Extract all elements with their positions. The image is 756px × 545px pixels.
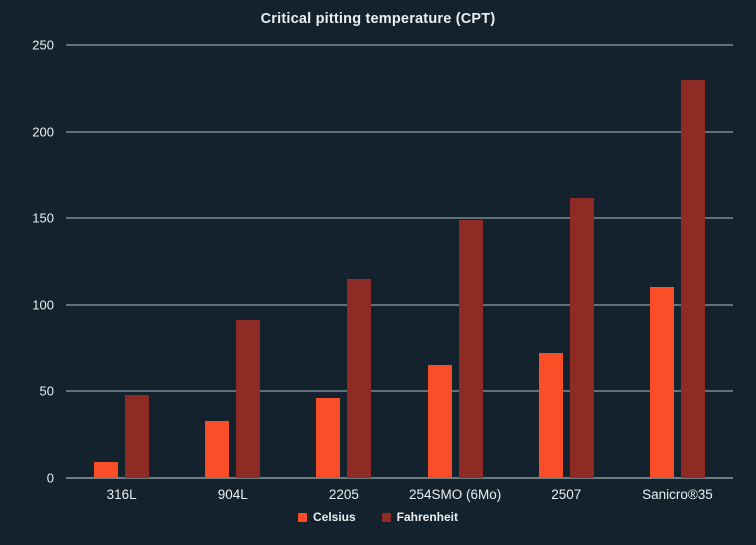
bar-fahrenheit-sanicro-35[interactable] [680,79,705,478]
plot-area [66,44,733,479]
bar-group-sanicro-35 [622,45,733,478]
bar-group-254smo-6mo [400,45,511,478]
legend-swatch-fahrenheit [381,512,391,522]
legend-label-fahrenheit: Fahrenheit [396,510,459,524]
bar-group-2205 [288,45,399,478]
bar-celsius-316l[interactable] [94,462,119,478]
bars-layer [66,45,733,478]
bar-fahrenheit-904l[interactable] [236,319,261,478]
gridline-250 [66,44,733,46]
bar-celsius-sanicro-35[interactable] [649,287,674,478]
bar-fahrenheit-316l[interactable] [125,394,150,478]
gridline-0 [66,477,733,479]
y-axis-labels: 0 50 100 150 200 250 [0,39,54,485]
x-axis-label-316l: 316L [106,487,137,502]
y-tick-label-150: 150 [32,210,54,226]
bar-group-2507 [511,45,622,478]
bar-fahrenheit-254smo-6mo[interactable] [458,219,483,478]
gridline-50 [66,390,733,392]
legend-item-fahrenheit[interactable]: Fahrenheit [381,510,459,524]
x-axis-label-254smo-6mo: 254SMO (6Mo) [408,487,502,502]
legend-label-celsius: Celsius [312,510,356,524]
y-tick-label-0: 0 [46,470,54,486]
x-axis-labels: 316L 904L 2205 254SMO (6Mo) 2507 Sanicro®35 [66,487,733,502]
y-tick-label-200: 200 [32,124,54,140]
bars-row [66,45,733,478]
bar-celsius-2507[interactable] [538,353,563,478]
bar-celsius-2205[interactable] [316,398,341,478]
x-axis-label-2507: 2507 [551,487,582,502]
bar-celsius-254smo-6mo[interactable] [427,365,452,478]
x-axis-label-sanicro-35: Sanicro®35 [642,487,713,502]
bar-group-316l [66,45,177,478]
gridline-100 [66,304,733,306]
x-axis-label-2205: 2205 [328,487,359,502]
bar-fahrenheit-2507[interactable] [569,198,594,478]
legend-swatch-celsius [297,512,307,522]
x-axis-label-904l: 904L [217,487,248,502]
y-tick-label-50: 50 [39,383,54,399]
gridlines-layer [66,44,733,479]
gridline-200 [66,131,733,133]
y-tick-label-100: 100 [32,297,54,313]
bar-fahrenheit-2205[interactable] [347,279,372,478]
gridline-150 [66,217,733,219]
bar-group-904l [177,45,288,478]
bar-celsius-904l[interactable] [205,420,230,478]
y-tick-label-250: 250 [32,37,54,53]
legend: Celsius Fahrenheit [0,510,756,524]
chart-title: Critical pitting temperature (CPT) [260,11,496,27]
legend-item-celsius[interactable]: Celsius [297,510,356,524]
